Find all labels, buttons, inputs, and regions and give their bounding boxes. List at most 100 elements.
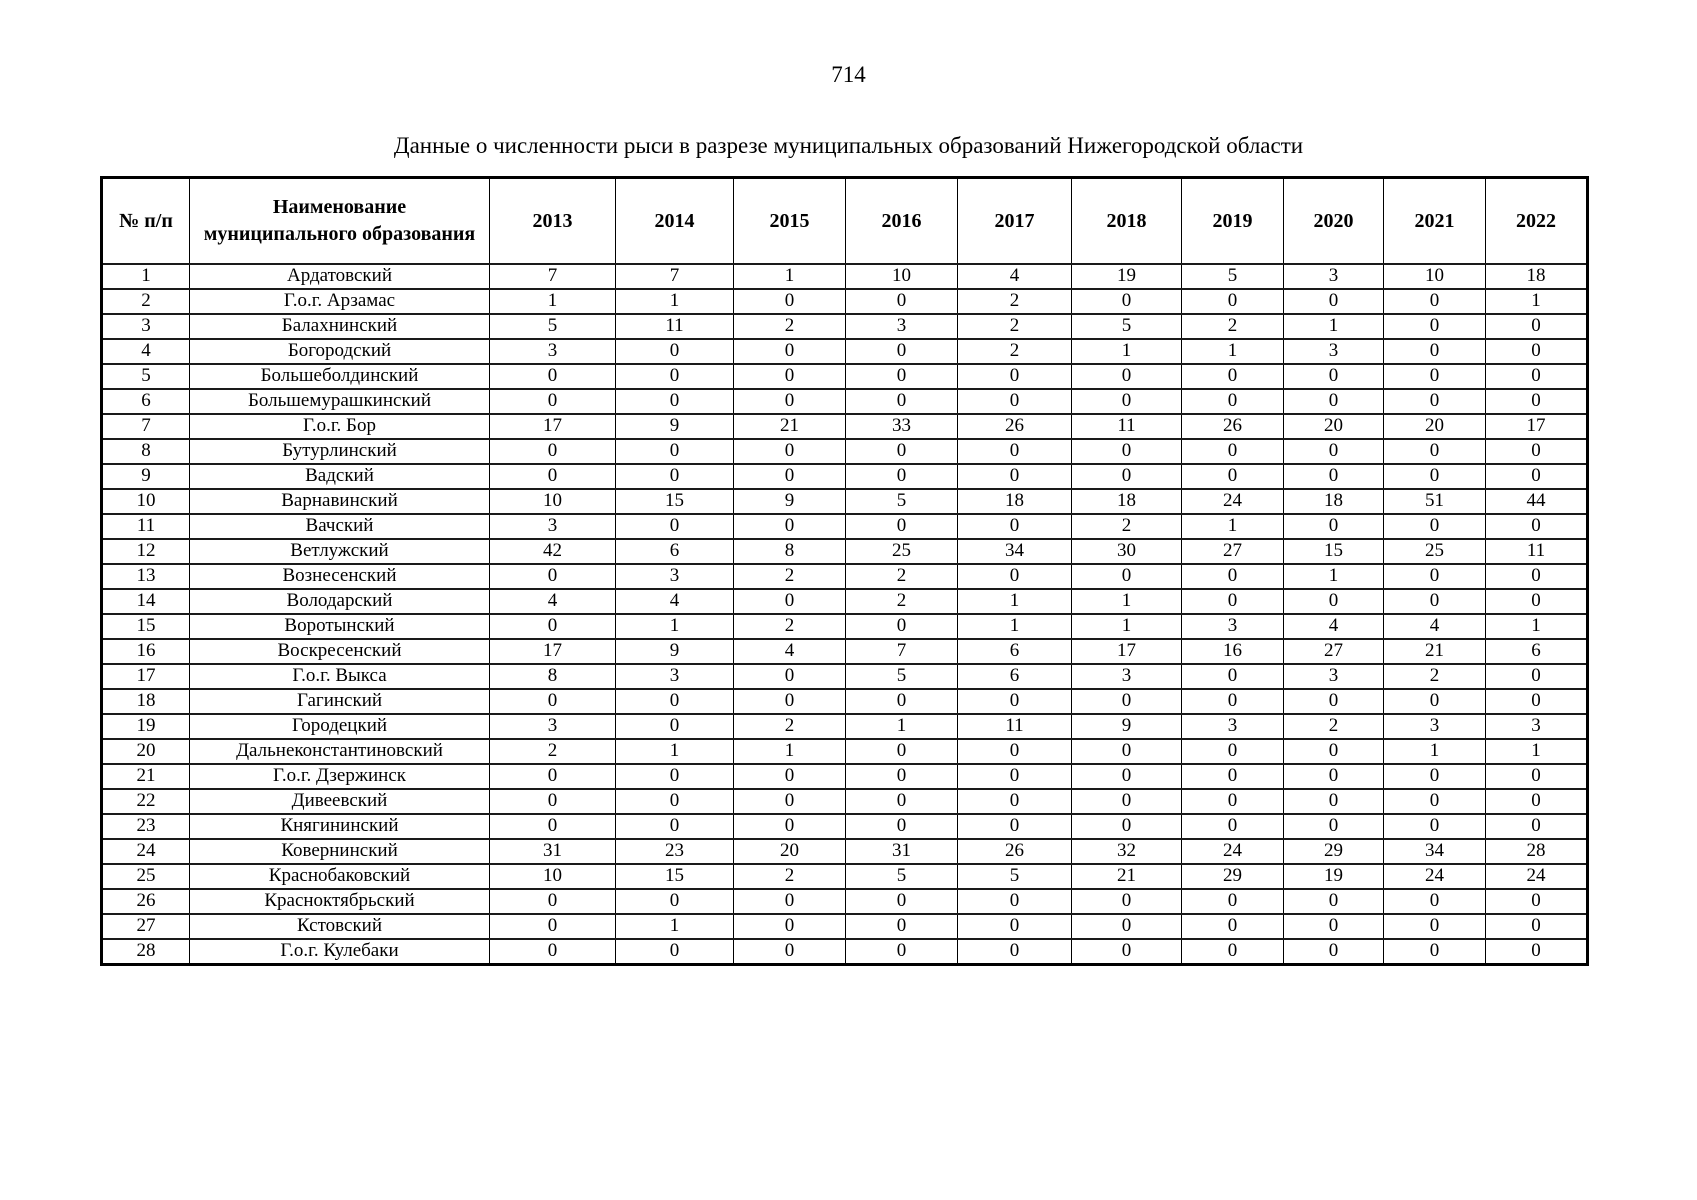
year-value-cell: 0: [489, 763, 616, 790]
year-value-cell: 0: [957, 438, 1072, 465]
header-municipality-name: Наименование муниципального образования: [189, 176, 490, 265]
row-number-cell: 15: [101, 613, 190, 640]
row-number-cell: 20: [101, 738, 190, 765]
year-value-cell: 0: [1485, 813, 1588, 840]
year-value-cell: 17: [489, 638, 616, 665]
year-value-cell: 0: [845, 813, 958, 840]
year-value-cell: 0: [1485, 363, 1588, 390]
year-value-cell: 0: [1071, 563, 1182, 590]
year-value-cell: 0: [1181, 813, 1284, 840]
year-value-cell: 0: [615, 438, 734, 465]
row-number-cell: 1: [101, 263, 190, 290]
year-value-cell: 29: [1181, 863, 1284, 890]
year-value-cell: 21: [1071, 863, 1182, 890]
year-value-cell: 18: [1485, 263, 1588, 290]
year-value-cell: 10: [1383, 263, 1486, 290]
row-number-cell: 10: [101, 488, 190, 515]
year-value-cell: 30: [1071, 538, 1182, 565]
year-value-cell: 2: [957, 288, 1072, 315]
year-value-cell: 1: [845, 713, 958, 740]
year-value-cell: 1: [1071, 613, 1182, 640]
year-value-cell: 15: [615, 488, 734, 515]
year-value-cell: 20: [1383, 413, 1486, 440]
year-value-cell: 26: [957, 413, 1072, 440]
year-value-cell: 0: [615, 388, 734, 415]
year-value-cell: 15: [1283, 538, 1384, 565]
year-value-cell: 0: [1071, 388, 1182, 415]
year-value-cell: 0: [845, 913, 958, 940]
year-value-cell: 24: [1485, 863, 1588, 890]
year-value-cell: 0: [1383, 813, 1486, 840]
year-value-cell: 1: [1283, 313, 1384, 340]
municipality-name-cell: Большеболдинский: [189, 363, 490, 390]
year-value-cell: 0: [1283, 888, 1384, 915]
table-body: 1 Ардатовский 7 7 1 10 4 19 5 3 10 18 2 Г.о.г. Арзама…: [101, 263, 1588, 966]
year-value-cell: 1: [957, 613, 1072, 640]
year-value-cell: 23: [615, 838, 734, 865]
year-value-cell: 33: [845, 413, 958, 440]
municipality-name-cell: Большемурашкинский: [189, 388, 490, 415]
year-value-cell: 0: [1485, 438, 1588, 465]
year-value-cell: 0: [1071, 913, 1182, 940]
year-value-cell: 20: [733, 838, 846, 865]
year-value-cell: 0: [733, 688, 846, 715]
year-value-cell: 0: [845, 763, 958, 790]
table-row: 22 Дивеевский 0 0 0 0 0 0 0 0 0 0: [101, 788, 1588, 815]
year-value-cell: 0: [957, 363, 1072, 390]
year-value-cell: 5: [489, 313, 616, 340]
year-value-cell: 0: [1283, 813, 1384, 840]
year-value-cell: 5: [957, 863, 1072, 890]
year-value-cell: 0: [733, 913, 846, 940]
year-value-cell: 11: [1071, 413, 1182, 440]
year-value-cell: 0: [1181, 388, 1284, 415]
year-value-cell: 9: [615, 413, 734, 440]
year-value-cell: 0: [615, 888, 734, 915]
header-year-2013: 2013: [489, 176, 616, 265]
year-value-cell: 0: [615, 338, 734, 365]
year-value-cell: 3: [489, 513, 616, 540]
year-value-cell: 0: [845, 338, 958, 365]
year-value-cell: 1: [1485, 738, 1588, 765]
year-value-cell: 11: [957, 713, 1072, 740]
year-value-cell: 0: [1485, 663, 1588, 690]
year-value-cell: 0: [1283, 513, 1384, 540]
year-value-cell: 3: [489, 713, 616, 740]
year-value-cell: 2: [845, 563, 958, 590]
year-value-cell: 3: [1071, 663, 1182, 690]
year-value-cell: 0: [845, 363, 958, 390]
year-value-cell: 2: [733, 863, 846, 890]
year-value-cell: 1: [615, 613, 734, 640]
year-value-cell: 0: [1485, 938, 1588, 966]
year-value-cell: 2: [733, 713, 846, 740]
year-value-cell: 6: [957, 663, 1072, 690]
header-year-2016: 2016: [845, 176, 958, 265]
year-value-cell: 0: [1181, 888, 1284, 915]
year-value-cell: 32: [1071, 838, 1182, 865]
lynx-population-table: № п/п Наименование муниципального образо…: [100, 176, 1589, 966]
year-value-cell: 0: [957, 763, 1072, 790]
year-value-cell: 11: [1485, 538, 1588, 565]
year-value-cell: 2: [845, 588, 958, 615]
year-value-cell: 0: [1071, 463, 1182, 490]
municipality-name-cell: Ковернинский: [189, 838, 490, 865]
year-value-cell: 0: [615, 713, 734, 740]
year-value-cell: 0: [1071, 763, 1182, 790]
year-value-cell: 0: [489, 388, 616, 415]
year-value-cell: 21: [1383, 638, 1486, 665]
table-row: 16 Воскресенский 17 9 4 7 6 17 16 27 21 6: [101, 638, 1588, 665]
year-value-cell: 0: [1283, 588, 1384, 615]
year-value-cell: 24: [1383, 863, 1486, 890]
year-value-cell: 11: [615, 313, 734, 340]
table-row: 14 Володарский 4 4 0 2 1 1 0 0 0 0: [101, 588, 1588, 615]
year-value-cell: 0: [1181, 363, 1284, 390]
year-value-cell: 0: [1071, 938, 1182, 966]
year-value-cell: 0: [489, 913, 616, 940]
year-value-cell: 16: [1181, 638, 1284, 665]
year-value-cell: 17: [489, 413, 616, 440]
year-value-cell: 0: [1383, 563, 1486, 590]
year-value-cell: 0: [1181, 788, 1284, 815]
year-value-cell: 0: [1383, 938, 1486, 966]
year-value-cell: 0: [1485, 313, 1588, 340]
year-value-cell: 0: [1485, 913, 1588, 940]
municipality-name-cell: Княгининский: [189, 813, 490, 840]
